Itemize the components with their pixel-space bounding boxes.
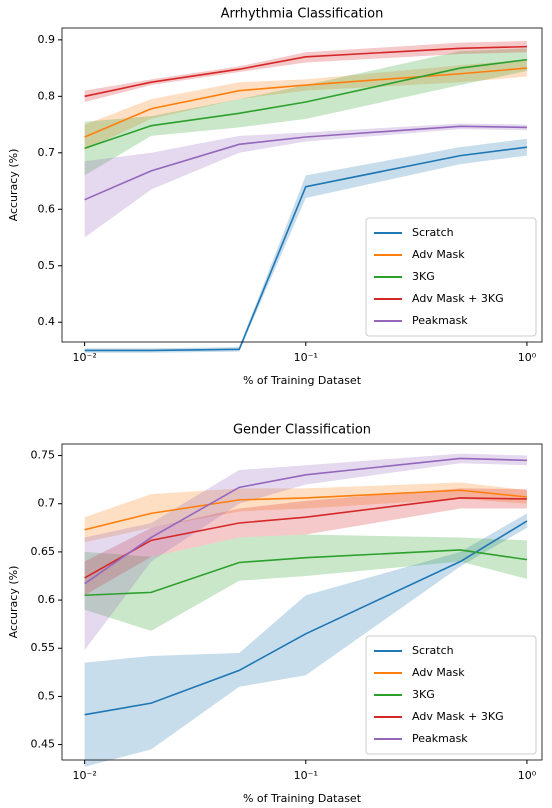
x-tick-label: 10⁰ [518, 351, 537, 364]
y-tick-label: 0.65 [31, 545, 56, 558]
legend-label: Adv Mask [412, 248, 465, 261]
confidence-band [84, 48, 527, 176]
series-line [84, 457, 527, 585]
chart-title: Gender Classification [233, 423, 371, 438]
legend-label: Adv Mask + 3KG [412, 292, 504, 305]
series-line [84, 67, 527, 138]
x-tick-label: 10⁰ [518, 769, 537, 782]
x-tick-label: 10⁻² [73, 769, 97, 782]
legend-label: 3KG [412, 688, 435, 701]
y-tick-label: 0.4 [38, 315, 56, 328]
legend: Scratch Adv Mask 3KG Adv Mask + 3KG Peakmask [365, 635, 537, 755]
y-tick-label: 0.7 [38, 497, 56, 510]
x-tick-label: 10⁻¹ [294, 769, 318, 782]
confidence-band [84, 123, 527, 238]
y-tick-label: 0.6 [38, 593, 56, 606]
x-axis-label: % of Training Dataset [243, 792, 362, 804]
legend-label: Scratch [412, 226, 454, 239]
x-axis-label: % of Training Dataset [243, 374, 362, 387]
y-tick-label: 0.8 [38, 89, 56, 102]
confidence-band [84, 59, 527, 150]
series-line [84, 146, 528, 352]
y-tick-label: 0.5 [38, 689, 56, 702]
y-axis-label: Accuracy (%) [7, 149, 20, 222]
y-tick-label: 0.6 [38, 202, 56, 215]
legend-label: Peakmask [412, 314, 468, 327]
confidence-band [84, 482, 527, 543]
x-tick-label: 10⁻² [73, 351, 97, 364]
y-axis-label: Accuracy (%) [7, 566, 20, 639]
series-line [84, 489, 528, 531]
confidence-band [84, 488, 527, 596]
x-tick-label: 10⁻¹ [294, 351, 318, 364]
y-tick-label: 0.75 [31, 449, 56, 462]
confidence-band [84, 138, 527, 353]
legend-label: Peakmask [412, 732, 468, 745]
plot-frame [61, 27, 543, 343]
confidence-band [84, 513, 527, 767]
confidence-band [84, 453, 527, 651]
series-line [84, 45, 527, 98]
legend-box [365, 217, 537, 337]
legend: Scratch Adv Mask 3KG Adv Mask + 3KG Peakmask [365, 217, 537, 337]
y-tick-label: 0.5 [38, 259, 56, 272]
legend-box [365, 635, 537, 755]
y-tick-label: 0.7 [38, 146, 56, 159]
y-tick-label: 0.55 [31, 641, 56, 654]
series-line [84, 520, 528, 716]
y-tick-label: 0.9 [38, 33, 56, 46]
series-line [84, 497, 527, 579]
plot-frame [61, 443, 543, 761]
series-line [84, 58, 528, 150]
legend-label: Adv Mask + 3KG [412, 710, 504, 723]
confidence-band [84, 534, 527, 631]
legend-label: Adv Mask [412, 666, 465, 679]
series-line [84, 549, 528, 597]
y-tick-label: 0.45 [31, 738, 56, 751]
chart-title: Arrhythmia Classification [221, 7, 384, 22]
legend-label: 3KG [412, 270, 435, 283]
confidence-band [84, 40, 527, 102]
legend-label: Scratch [412, 644, 454, 657]
series-line [84, 125, 527, 201]
